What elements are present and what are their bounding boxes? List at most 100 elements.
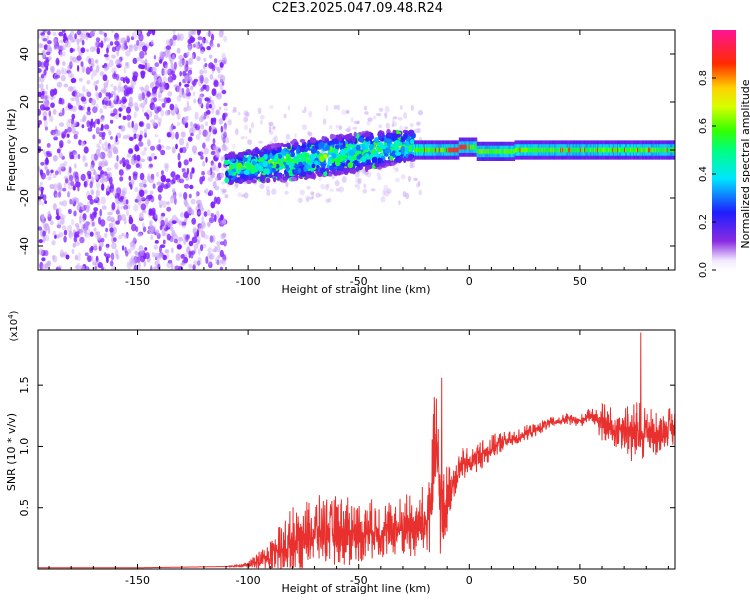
spectrum-speckle [46, 44, 52, 53]
spectrum-speckle [100, 219, 106, 227]
spectrum-speckle [211, 64, 216, 72]
spectrum-band-cell [351, 144, 355, 149]
spectrum-speckle [224, 136, 230, 144]
spectrum-speckle [378, 107, 384, 112]
spectrum-speckle [221, 232, 227, 238]
spectrum-speckle [44, 263, 49, 269]
spectrum-speckle [287, 105, 291, 111]
spectrum-carrier-core [496, 149, 499, 154]
spectrum-speckle [153, 217, 158, 222]
spectrum-carrier-core [426, 147, 429, 153]
spectrum-speckle [376, 172, 381, 177]
spectrum-speckle [54, 74, 61, 79]
spectrum-speckle [133, 111, 137, 119]
spectrum-speckle [140, 251, 145, 256]
spectrum-speckle [49, 220, 54, 226]
spectrum-carrier-core [650, 147, 653, 153]
spectrum-speckle [320, 183, 326, 190]
spectrum-speckle [367, 117, 373, 122]
spectrum-speckle [163, 184, 169, 190]
spectrum-speckle [93, 246, 98, 251]
spectrum-speckle [205, 156, 208, 163]
spectrum-speckle [98, 242, 105, 248]
spectrum-speckle [224, 122, 227, 130]
x-tick-label: -150 [125, 275, 150, 288]
spectrum-speckle [210, 103, 216, 111]
colorbar-tick-label: 0.2 [698, 214, 709, 230]
spectrum-speckle [130, 184, 133, 190]
spectrum-carrier-core [583, 147, 585, 153]
spectrum-carrier-core [622, 147, 624, 153]
spectrum-speckle [137, 30, 141, 35]
spectrum-band-cell [293, 142, 299, 147]
spectrum-speckle [169, 196, 175, 204]
spectrum-speckle [232, 143, 236, 150]
spectrum-speckle [67, 86, 74, 92]
spectrum-band-cell [371, 156, 378, 163]
spectrum-speckle [135, 134, 140, 139]
spectrum-speckle [39, 104, 46, 111]
spectrum-speckle [129, 96, 133, 105]
spectrum-speckle [208, 125, 212, 133]
spectrum-band-cell [297, 167, 302, 174]
spectrum-speckle [80, 96, 87, 102]
spectrum-speckle [108, 92, 111, 100]
spectrum-speckle [310, 191, 314, 195]
spectrum-speckle [198, 116, 204, 123]
spectrum-speckle [207, 251, 213, 259]
spectrogram-x-ticks: -150 -100 -50 0 50 [48, 30, 669, 288]
spectrum-speckle [400, 174, 406, 180]
spectrum-speckle [150, 195, 155, 203]
spectrum-speckle [43, 250, 49, 257]
spectrum-carrier-core [457, 147, 460, 153]
spectrum-carrier-core [531, 147, 534, 153]
spectrum-speckle [138, 96, 143, 102]
spectrum-speckle [222, 189, 227, 193]
spectrum-speckle [341, 176, 347, 183]
spectrum-carrier-core [450, 147, 453, 153]
spectrum-band-cell [273, 170, 278, 177]
spectrum-speckle [140, 70, 146, 76]
spectrum-speckle [154, 156, 157, 160]
spectrum-speckle [223, 102, 228, 107]
spectrum-speckle [207, 176, 213, 182]
spectrum-speckle [66, 120, 71, 128]
spectrum-carrier-core [465, 144, 468, 150]
spectrum-band-cell [328, 172, 333, 177]
spectrum-speckle [163, 162, 169, 169]
spectrum-speckle [108, 100, 112, 107]
spectrum-speckle [66, 133, 70, 138]
spectrum-carrier-core [638, 147, 640, 153]
spectrum-speckle [103, 37, 107, 44]
spectrum-speckle [91, 98, 97, 106]
spectrum-carrier-core [621, 147, 623, 153]
spectrum-speckle [149, 224, 155, 232]
spectrum-speckle [92, 69, 98, 77]
spectrum-speckle [125, 62, 128, 67]
spectrum-speckle [223, 131, 227, 136]
spectrum-speckle [416, 127, 421, 134]
spectrum-speckle [178, 138, 185, 146]
spectrum-band-cell [300, 171, 307, 177]
spectrum-speckle [114, 248, 119, 257]
spectrum-speckle [301, 109, 307, 114]
spectrum-speckle [70, 55, 73, 61]
spectrum-speckle [63, 235, 67, 243]
spectrum-speckle [197, 30, 201, 36]
spectrum-speckle [185, 87, 190, 94]
spectrum-carrier-core [486, 149, 489, 154]
spectrum-speckle [186, 51, 190, 57]
spectrum-speckle [205, 130, 212, 138]
spectrum-band-cell [389, 155, 394, 161]
spectrum-speckle [74, 265, 80, 270]
spectrum-speckle [209, 39, 214, 47]
spectrum-speckle [79, 236, 85, 244]
spectrum-speckle [197, 36, 203, 41]
spectrum-speckle [67, 179, 72, 186]
spectrum-speckle [161, 102, 166, 108]
spectrum-speckle [49, 89, 55, 97]
spectrum-carrier-core [667, 147, 670, 153]
spectrum-speckle [215, 109, 220, 115]
spectrum-speckle [68, 174, 74, 182]
spectrum-speckle [110, 83, 114, 88]
